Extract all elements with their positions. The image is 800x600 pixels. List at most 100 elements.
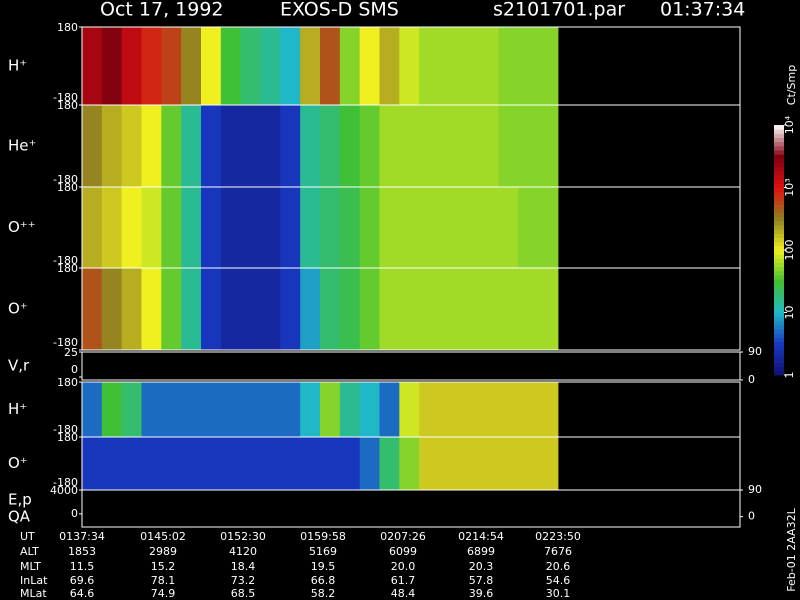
heatmap-cell: [101, 268, 123, 350]
colorbar-segment: [774, 129, 784, 134]
heatmap-cell: [339, 268, 361, 350]
y-tick-label: -180: [53, 476, 78, 489]
heatmap-cell: [300, 27, 321, 105]
colorbar-segment: [774, 258, 784, 263]
table-cell: 0207:26: [380, 530, 426, 543]
colorbar-segment: [774, 275, 784, 280]
colorbar-tick-label: 10⁴: [783, 115, 796, 134]
heatmap-cell: [240, 437, 261, 490]
heatmap-cell: [201, 105, 222, 187]
y2-tick-label: 90: [748, 345, 762, 358]
heatmap-cell: [220, 382, 242, 437]
heatmap-cell: [201, 27, 222, 105]
heatmap-cell: [379, 437, 400, 490]
table-cell: 66.8: [311, 574, 336, 587]
heatmap-cell: [280, 105, 301, 187]
colorbar-label: Ct/Smp: [785, 65, 798, 105]
colorbar-segment: [774, 370, 784, 376]
table-cell: 0137:34: [59, 530, 105, 543]
colorbar-segment: [774, 316, 784, 322]
heatmap-cell: [498, 105, 519, 187]
heatmap-cell: [359, 437, 380, 490]
heatmap-cell: [478, 187, 499, 268]
colorbar-segment: [774, 145, 784, 151]
heatmap-cell: [320, 105, 341, 187]
table-cell: 20.3: [469, 560, 494, 573]
heatmap-cell: [161, 268, 182, 350]
heatmap-cell: [379, 382, 400, 437]
table-cell: 48.4: [391, 587, 416, 600]
table-cell: 4120: [229, 545, 257, 558]
table-cell: 64.6: [70, 587, 95, 600]
heatmap-cell: [82, 437, 103, 490]
y2-tick-label: 90: [748, 483, 762, 496]
colorbar-segment: [774, 183, 784, 188]
heatmap-cell: [538, 437, 559, 490]
heatmap-cell: [260, 268, 281, 350]
heatmap-cell: [518, 382, 539, 437]
y-tick-label: 25: [64, 346, 78, 359]
y-tick-label: 180: [57, 99, 78, 112]
heatmap-cell: [320, 27, 341, 105]
heatmap-cell: [82, 187, 103, 268]
heatmap-cell: [201, 382, 222, 437]
colorbar-segment: [774, 254, 784, 259]
heatmap-cell: [399, 187, 420, 268]
table-cell: 20.6: [546, 560, 571, 573]
heatmap-cell: [419, 27, 440, 105]
y-tick-label: -180: [53, 254, 78, 267]
colorbar-segment: [774, 300, 784, 305]
heatmap-cell: [458, 268, 480, 350]
heatmap-cell: [419, 437, 440, 490]
heatmap-cell: [181, 437, 202, 490]
table-cell: 19.5: [311, 560, 336, 573]
panel-label: O⁺: [8, 300, 28, 318]
heatmap-cell: [498, 27, 519, 105]
heatmap-cell: [161, 105, 182, 187]
colorbar-segment: [774, 133, 784, 138]
colorbar-segment: [774, 200, 784, 205]
heatmap-cell: [518, 105, 539, 187]
heatmap-cell: [518, 187, 539, 268]
heatmap-cell: [161, 382, 182, 437]
colorbar-segment: [774, 237, 784, 243]
colorbar-segment: [774, 279, 784, 284]
colorbar-segment: [774, 225, 784, 230]
colorbar-segment: [774, 345, 784, 351]
table-cell: 6899: [467, 545, 495, 558]
heatmap-cell: [439, 105, 460, 187]
heatmap-cell: [518, 437, 539, 490]
heatmap-cell: [121, 382, 142, 437]
colorbar-segment: [774, 358, 784, 363]
panel-label: V,r: [8, 357, 30, 375]
heatmap-cell: [300, 187, 321, 268]
colorbar-segment: [774, 337, 784, 343]
heatmap-cell: [498, 382, 519, 437]
colorbar-segment: [774, 216, 784, 222]
heatmap-cell: [220, 187, 242, 268]
instrument: EXOS-D SMS: [280, 0, 399, 21]
heatmap-cell: [379, 268, 400, 350]
heatmap-cell: [240, 382, 261, 437]
heatmap-cell: [82, 268, 103, 350]
colorbar-segment: [774, 204, 784, 209]
heatmap-cell: [458, 187, 480, 268]
heatmap-cell: [161, 437, 182, 490]
heatmap-cell: [419, 382, 440, 437]
heatmap-cell: [121, 27, 142, 105]
heatmap-cell: [220, 268, 242, 350]
heatmap-cell: [518, 268, 539, 350]
table-cell: 73.2: [231, 574, 256, 587]
colorbar-segment: [774, 191, 784, 197]
heatmap-cell: [201, 437, 222, 490]
colorbar-segment: [774, 262, 784, 268]
colorbar-segment: [774, 291, 784, 297]
heatmap-cell: [359, 187, 380, 268]
heatmap-cell: [538, 27, 559, 105]
colorbar-segment: [774, 350, 784, 355]
panel-frame: [81, 351, 741, 381]
heatmap-cell: [458, 437, 480, 490]
colorbar-segment: [774, 141, 784, 147]
